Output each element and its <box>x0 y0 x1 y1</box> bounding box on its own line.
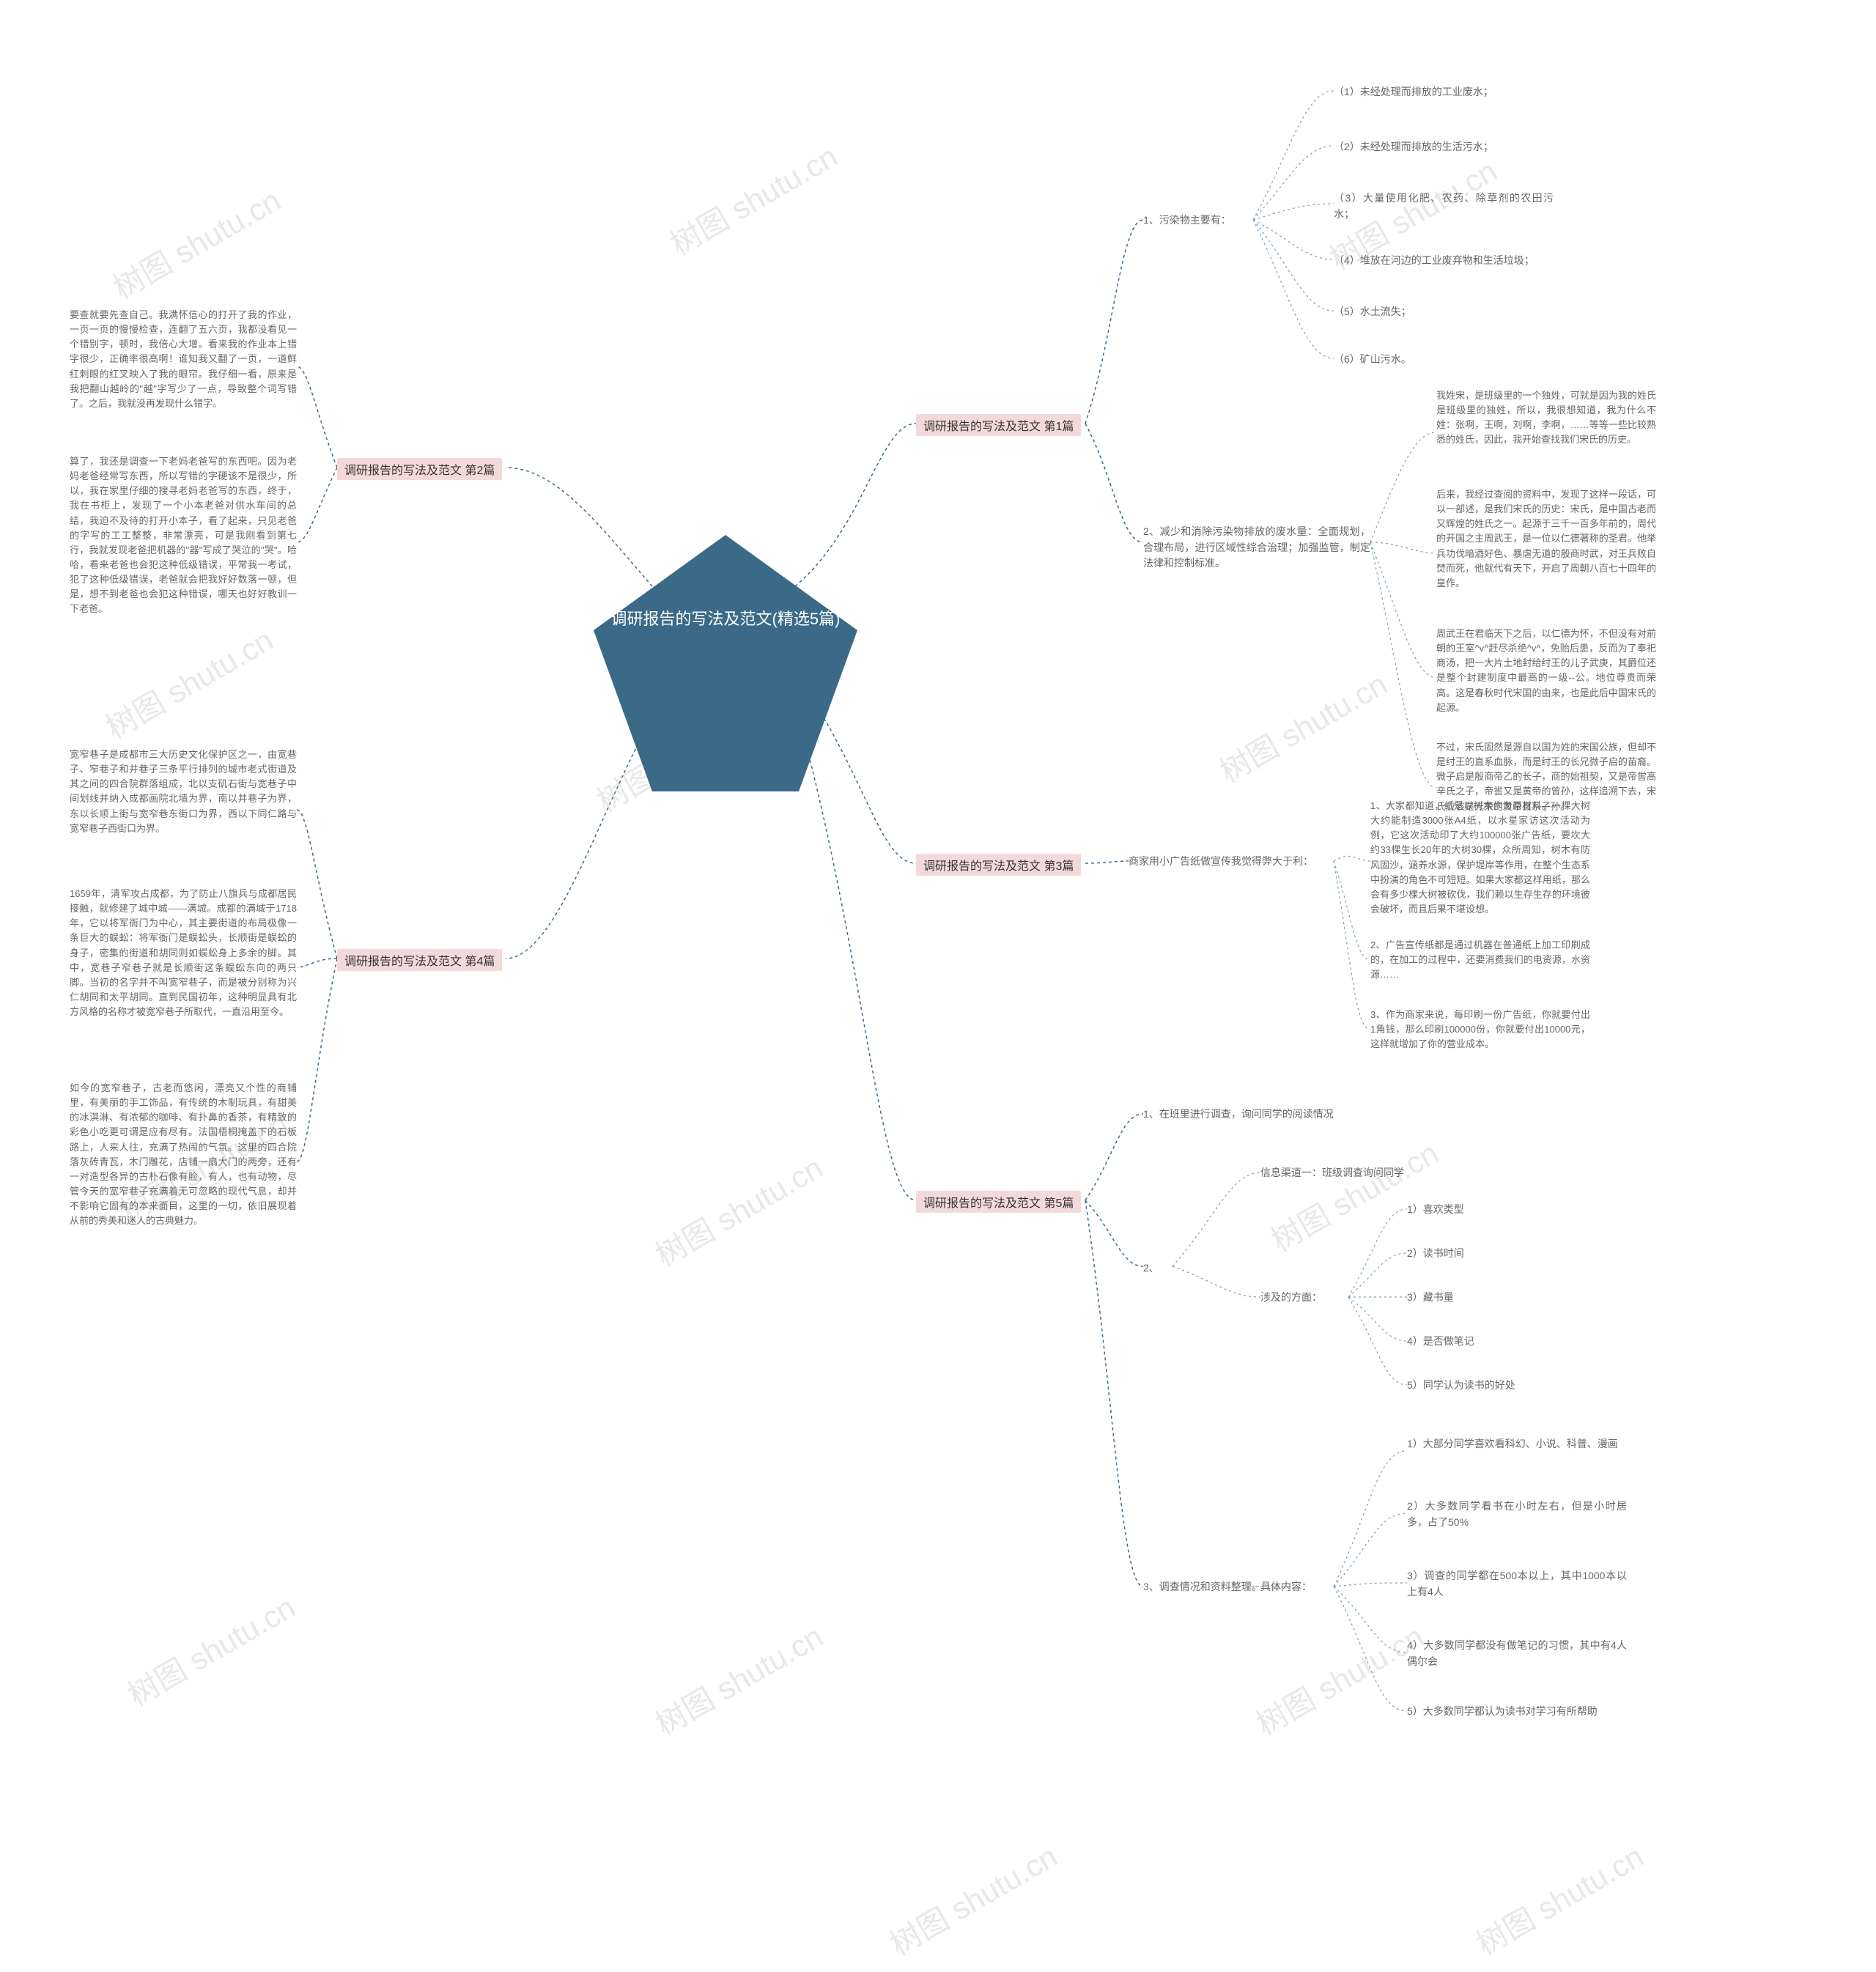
watermark: 树图 shutu.cn <box>1467 1832 1651 1964</box>
center-node-shape <box>586 528 865 806</box>
b1-n2-child-1: 后来，我经过查阅的资料中，发现了这样一段话，可以一部述，是我们宋氏的历史：宋氏，… <box>1436 487 1656 591</box>
b5-n2: 信息渠道一：班级调查询问同学 <box>1260 1165 1436 1181</box>
b2-p1: 要查就要先查自己。我满怀信心的打开了我的作业，一页一页的慢慢检查，连翻了五六页，… <box>70 308 297 411</box>
b4-p2: 1659年，清军攻占成都，为了防止八旗兵与成都居民接触，就修建了城中城——满城。… <box>70 887 297 1019</box>
b3-child-0: 1、大家都知道，纸是以树木作为原材料。一棵大树大约能制造3000张A4纸，以水星… <box>1370 799 1590 917</box>
b5-n1: 1、在班里进行调查，询问同学的阅读情况 <box>1143 1107 1363 1123</box>
b1-n2-child-0: 我姓宋，是班级里的一个独姓，可就是因为我的姓氏是班级里的独姓，所以，我很想知道，… <box>1436 388 1656 448</box>
b1-n1-child-3: （4）堆放在河边的工业废弃物和生活垃圾； <box>1334 253 1568 269</box>
branch-b4[interactable]: 调研报告的写法及范文 第4篇 <box>337 949 502 971</box>
watermark: 树图 shutu.cn <box>1262 1129 1446 1260</box>
b5-detail-label: 具体内容： <box>1260 1579 1334 1595</box>
b1-n1-child-0: （1）未经处理而排放的工业废水； <box>1334 84 1554 100</box>
b1-n2: 2、减少和消除污染物排放的废水量：全面规划，合理布局，进行区域性综合治理；加强监… <box>1143 524 1370 572</box>
branch-b2[interactable]: 调研报告的写法及范文 第2篇 <box>337 458 502 480</box>
b1-n1-child-4: （5）水土流失； <box>1334 304 1480 320</box>
b4-p3: 如今的宽窄巷子，古老而悠闲，漂亮又个性的商铺里，有美丽的手工饰品，有传统的木制玩… <box>70 1081 297 1228</box>
b3-child-1: 2、广告宣传纸都是通过机器在普通纸上加工印刷成的，在加工的过程中，还要消费我们的… <box>1370 938 1590 982</box>
b1-n2-child-2: 周武王在君临天下之后，以仁德为怀，不但没有对前朝的王室^v^赶尽杀绝^v^，免贻… <box>1436 627 1656 715</box>
center-node-title: 调研报告的写法及范文(精选5篇) <box>586 608 865 631</box>
watermark: 树图 shutu.cn <box>1211 660 1395 791</box>
b5-n3: 2、 <box>1143 1260 1172 1277</box>
b5-aspect-4: 5）同学认为读书的好处 <box>1407 1378 1554 1394</box>
b5-aspect-3: 4）是否做笔记 <box>1407 1334 1517 1350</box>
b1-n1: 1、污染物主要有： <box>1143 213 1253 229</box>
b5-detail-1: 2）大多数同学看书在小时左右，但是小时居多，占了50% <box>1407 1499 1627 1530</box>
watermark: 树图 shutu.cn <box>881 1832 1065 1964</box>
branch-b5[interactable]: 调研报告的写法及范文 第5篇 <box>916 1191 1081 1213</box>
b2-p2: 算了，我还是调查一下老妈老爸写的东西吧。因为老妈老爸经常写东西，所以写错的字硬该… <box>70 454 297 617</box>
branch-b3[interactable]: 调研报告的写法及范文 第3篇 <box>916 854 1081 876</box>
b5-aspect-1: 2）读书时间 <box>1407 1246 1517 1262</box>
watermark: 树图 shutu.cn <box>646 1612 830 1744</box>
b4-p1: 宽窄巷子是成都市三大历史文化保护区之一，由宽巷子、窄巷子和井巷子三条平行排列的城… <box>70 747 297 836</box>
b3-child-2: 3、作为商家来说，每印刷一份广告纸，你就要付出1角钱，那么印刷100000份，你… <box>1370 1008 1590 1052</box>
b5-aspects-label: 涉及的方面： <box>1260 1290 1348 1306</box>
b5-detail-4: 5）大多数同学都认为读书对学习有所帮助 <box>1407 1704 1627 1720</box>
b3-intro: 商家用小广告纸做宣传我觉得弊大于利： <box>1129 854 1334 870</box>
b5-detail-2: 3）调查的同学都在500本以上，其中1000本以上有4人 <box>1407 1568 1627 1600</box>
b5-aspect-0: 1）喜欢类型 <box>1407 1202 1517 1218</box>
watermark: 树图 shutu.cn <box>104 176 288 308</box>
branch-b1[interactable]: 调研报告的写法及范文 第1篇 <box>916 414 1081 436</box>
b5-aspect-2: 3）藏书量 <box>1407 1290 1517 1306</box>
b1-n1-child-2: （3）大量使用化肥、农药、除草剂的农田污水； <box>1334 191 1554 222</box>
watermark: 树图 shutu.cn <box>97 616 281 747</box>
watermark: 树图 shutu.cn <box>1247 1612 1431 1744</box>
b1-n1-child-5: （6）矿山污水。 <box>1334 352 1480 368</box>
b1-n1-child-1: （2）未经处理而排放的生活污水； <box>1334 139 1554 155</box>
watermark: 树图 shutu.cn <box>661 132 845 264</box>
watermark: 树图 shutu.cn <box>119 1583 303 1715</box>
b5-detail-0: 1）大部分同学喜欢看科幻、小说、科普、漫画 <box>1407 1436 1627 1452</box>
b5-detail-3: 4）大多数同学都没有做笔记的习惯，其中有4人偶尔会 <box>1407 1638 1627 1669</box>
watermark: 树图 shutu.cn <box>646 1143 830 1275</box>
